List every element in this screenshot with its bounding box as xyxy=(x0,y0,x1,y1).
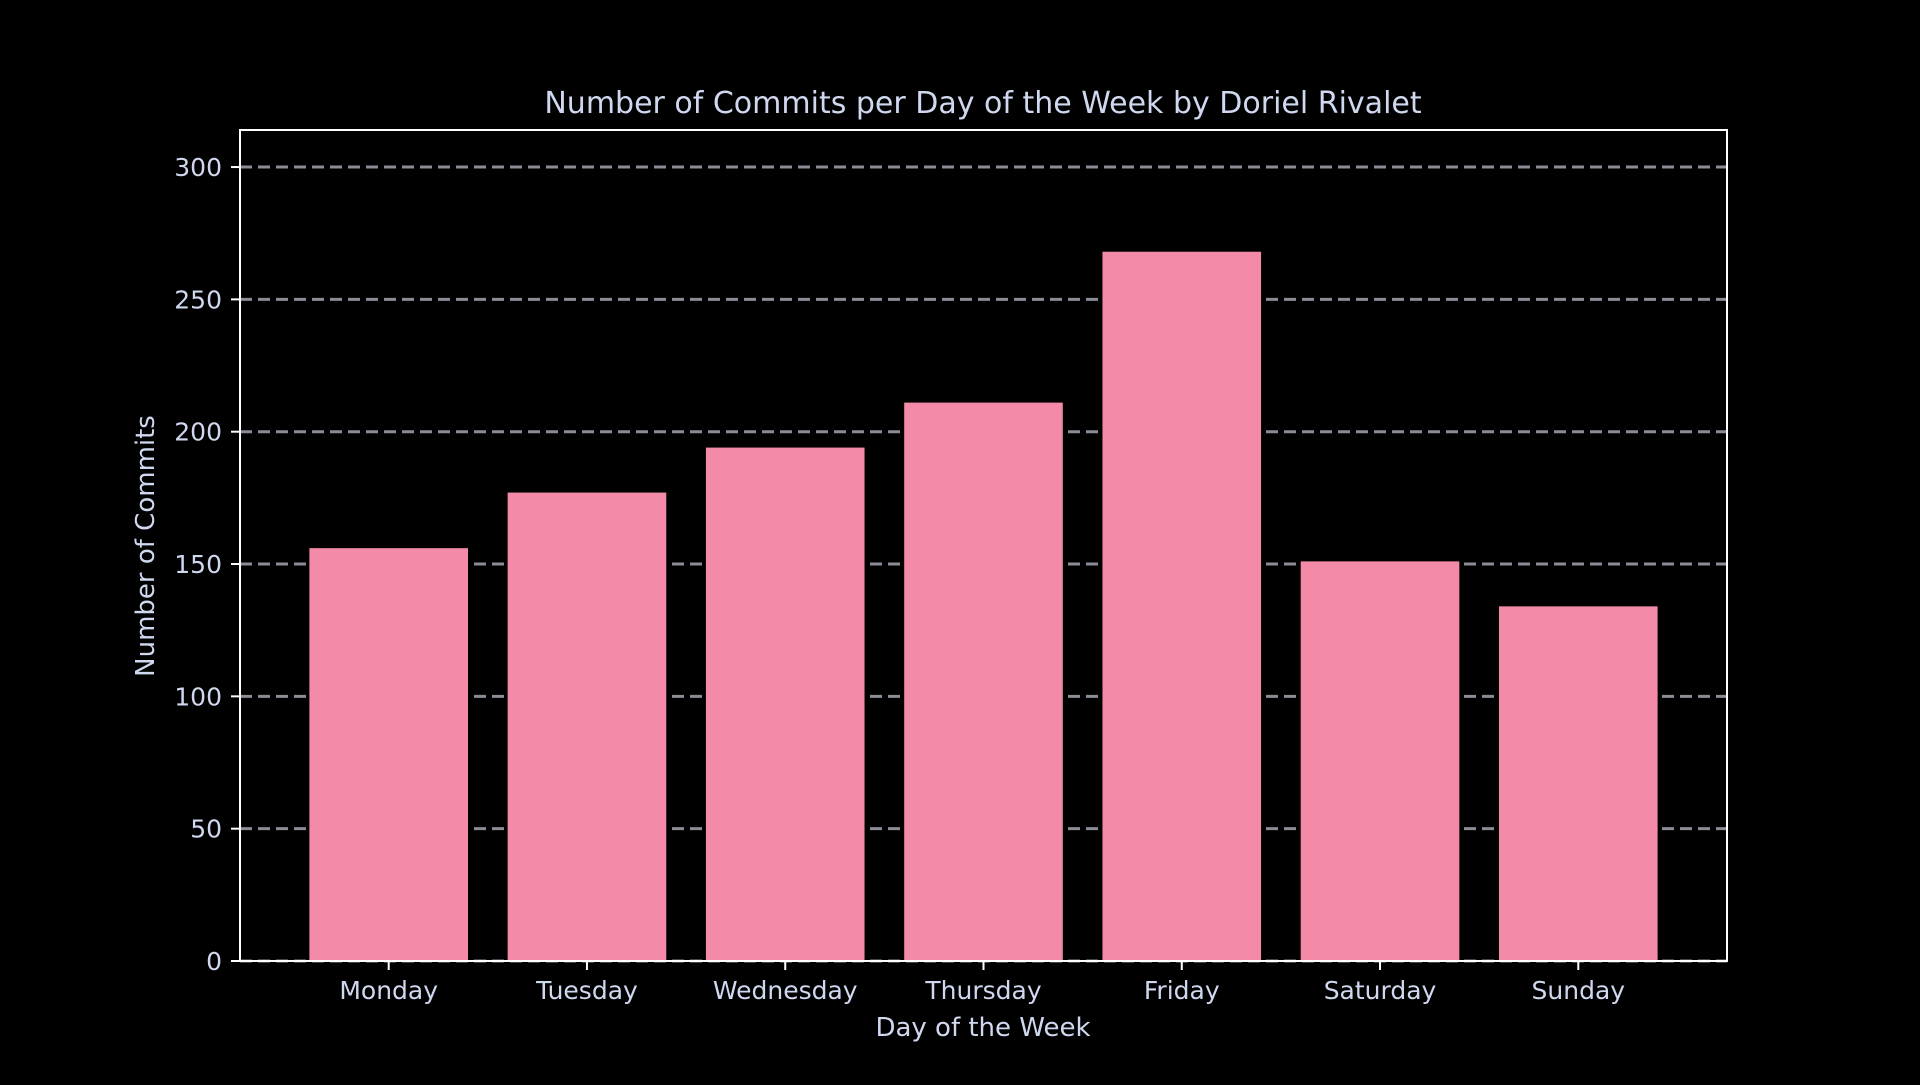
x-axis-ticks: Monday Tuesday Wednesday Thursday Friday Satu… xyxy=(339,961,1625,1005)
x-tick-label-saturday: Saturday xyxy=(1324,976,1437,1005)
chart-title: Number of Commits per Day of the Week by… xyxy=(544,86,1422,121)
bar-sunday xyxy=(1498,606,1658,961)
y-tick-label: 150 xyxy=(174,550,222,579)
y-axis-label: Number of Commits xyxy=(131,415,161,677)
y-tick-label: 100 xyxy=(174,682,222,711)
bar-thursday xyxy=(904,402,1063,961)
y-tick-label: 250 xyxy=(174,285,222,314)
y-axis-ticks: 0 50 100 150 200 250 300 xyxy=(174,153,240,976)
bar-tuesday xyxy=(507,492,667,961)
y-tick-label: 300 xyxy=(174,153,222,182)
x-tick-label-wednesday: Wednesday xyxy=(713,976,858,1005)
x-tick-label-thursday: Thursday xyxy=(924,976,1041,1005)
x-axis-label: Day of the Week xyxy=(875,1013,1090,1043)
x-tick-label-monday: Monday xyxy=(339,976,438,1005)
bar-monday xyxy=(309,548,469,961)
y-tick-label: 0 xyxy=(206,947,222,976)
x-tick-label-tuesday: Tuesday xyxy=(535,976,638,1005)
bar-saturday xyxy=(1300,561,1460,961)
bars xyxy=(309,251,1658,962)
y-tick-label: 50 xyxy=(190,815,222,844)
bar-friday xyxy=(1102,251,1262,961)
x-tick-label-friday: Friday xyxy=(1144,976,1220,1005)
y-tick-label: 200 xyxy=(174,418,222,447)
bar-wednesday xyxy=(705,447,865,962)
x-tick-label-sunday: Sunday xyxy=(1532,976,1626,1005)
